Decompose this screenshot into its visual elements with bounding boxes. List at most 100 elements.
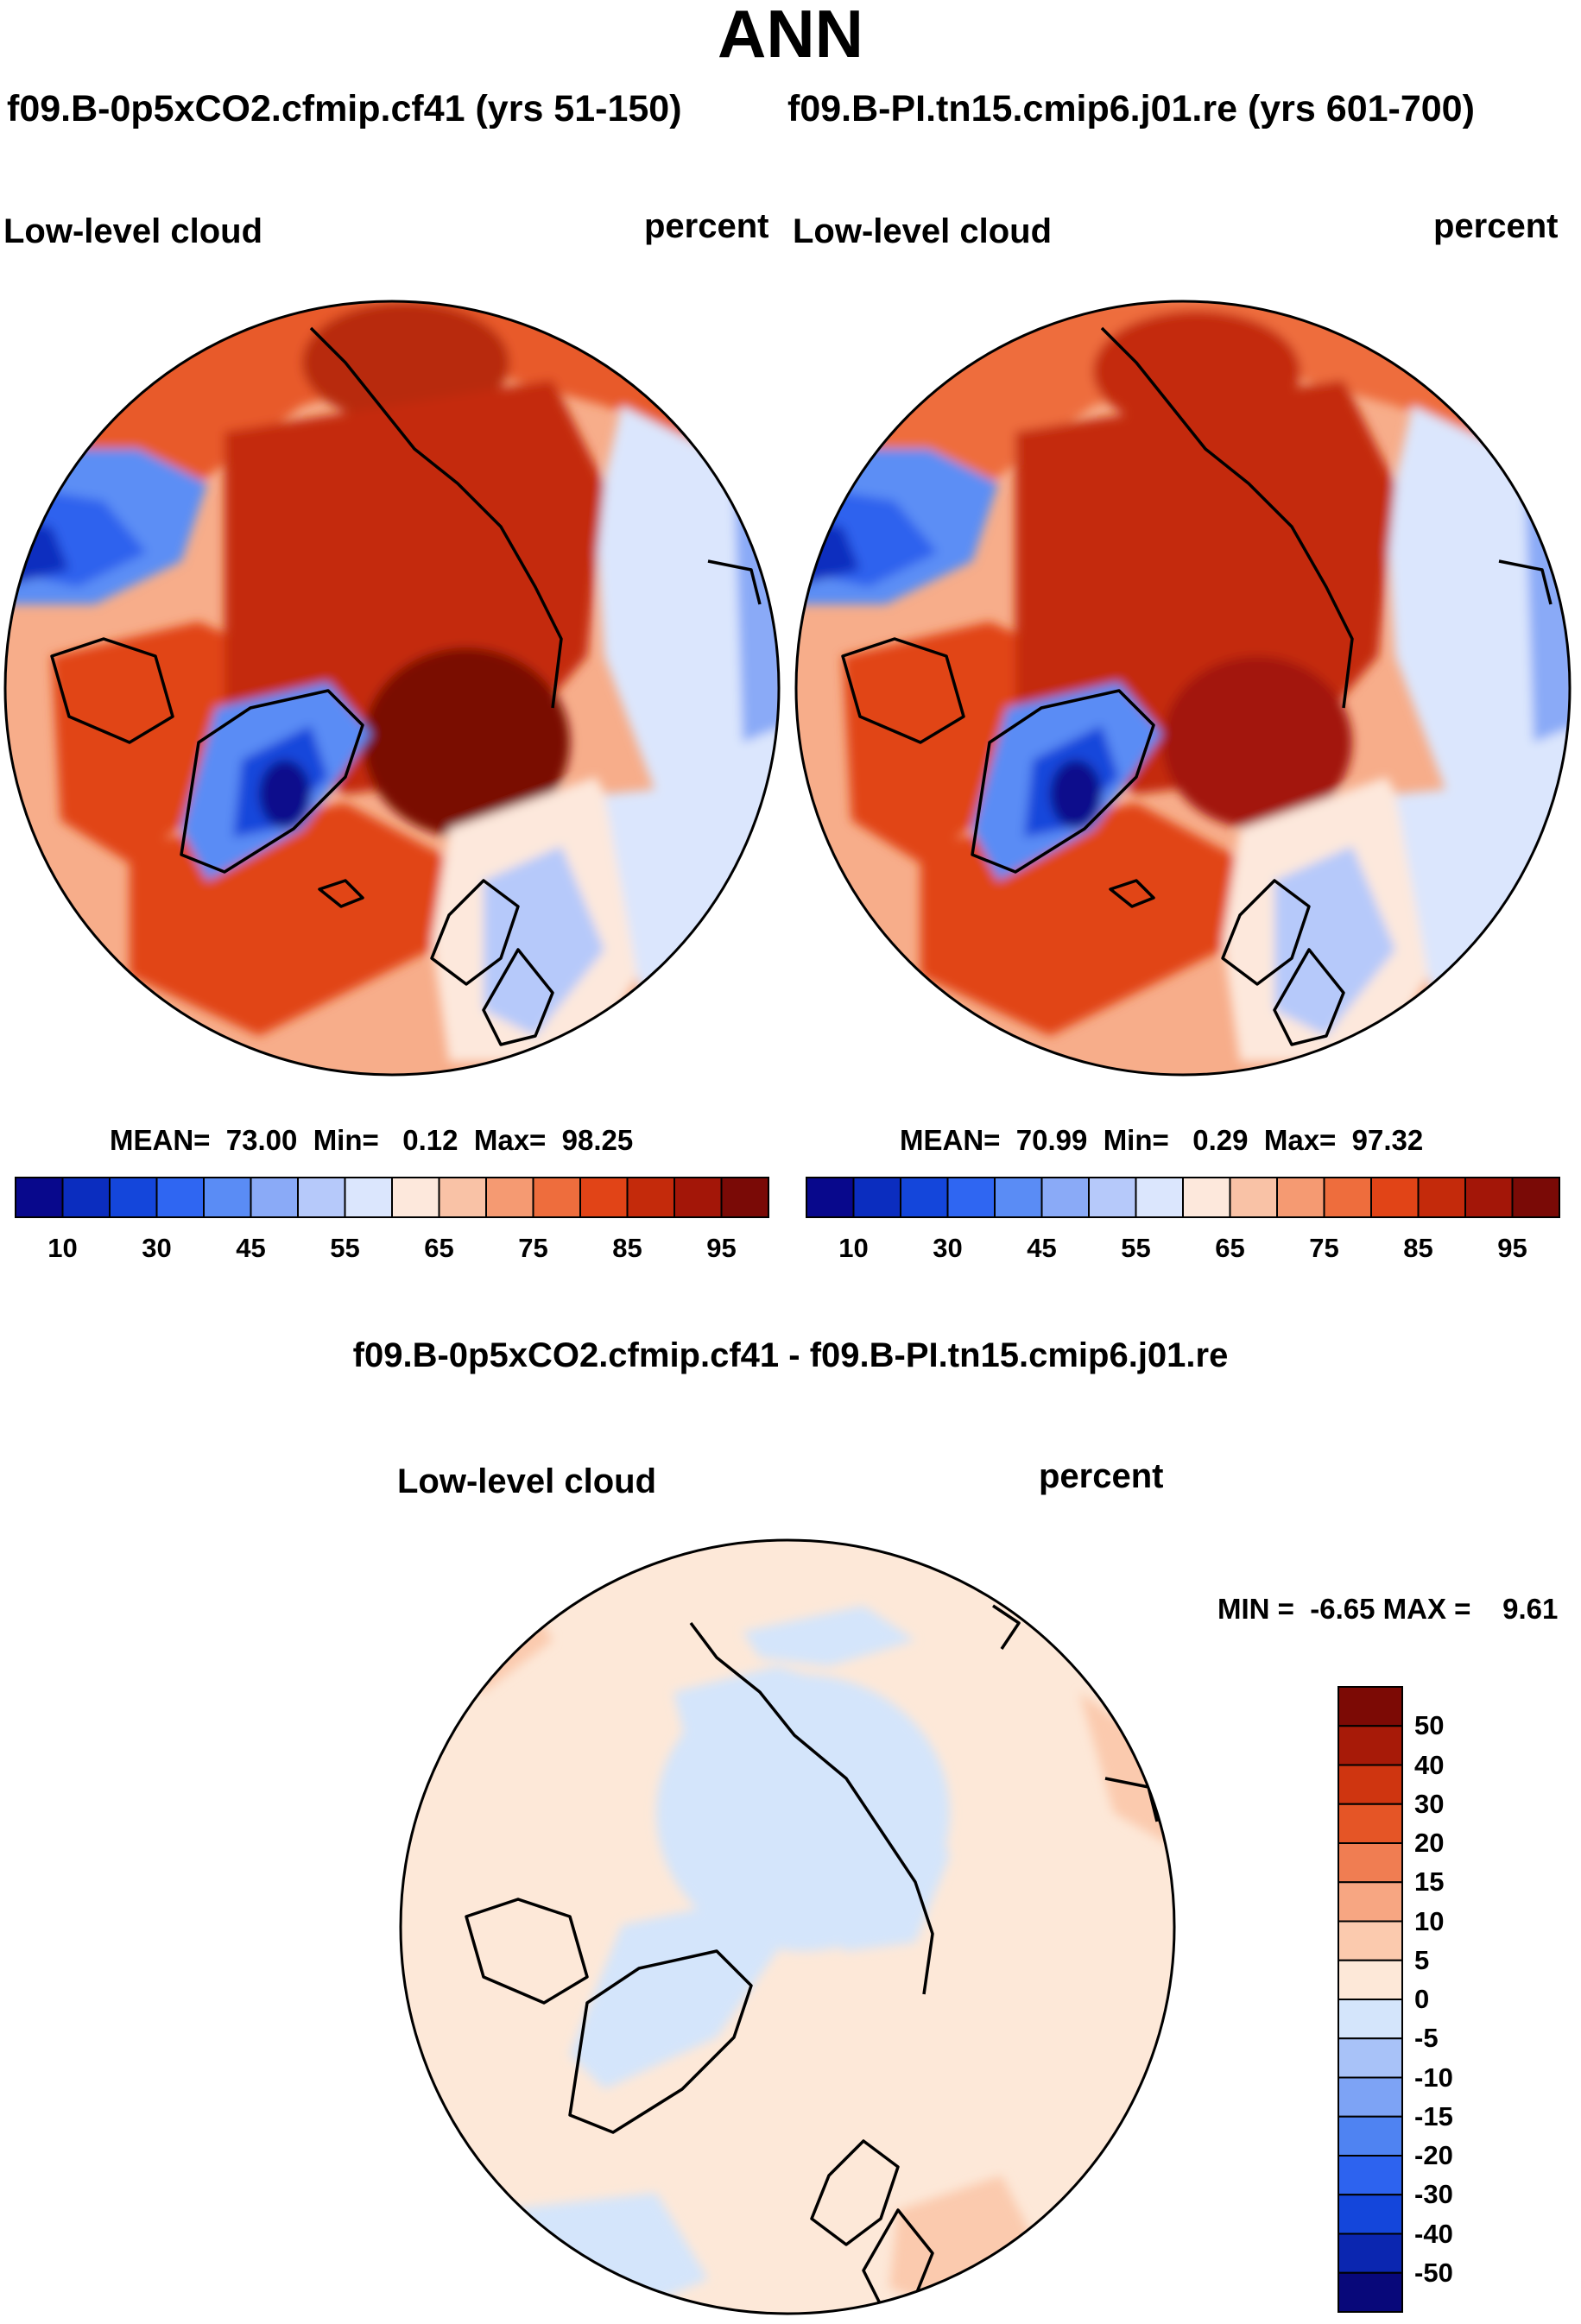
colorbar-swatch	[1182, 1177, 1231, 1218]
colorbar-swatch	[1135, 1177, 1184, 1218]
panel1-units-label: percent	[644, 207, 769, 245]
panel2-map	[796, 301, 1570, 1075]
colorbar-swatch	[15, 1177, 64, 1218]
colorbar-tick-label: 65	[1215, 1233, 1245, 1263]
panel2-colorbar	[806, 1177, 1560, 1218]
colorbar-tick-label: 75	[1309, 1233, 1339, 1263]
colorbar-tick-label: 30	[1414, 1788, 1445, 1819]
colorbar-tick-label: 10	[1414, 1905, 1445, 1936]
colorbar-tick-label: 55	[1121, 1233, 1151, 1263]
colorbar-swatch	[1040, 1177, 1090, 1218]
difference-variable-label: Low-level cloud	[397, 1462, 657, 1500]
difference-map-border	[399, 1538, 1176, 2315]
colorbar-swatch	[155, 1177, 205, 1218]
panel1-stats: MEAN= 73.00 Min= 0.12 Max= 98.25	[110, 1124, 634, 1156]
colorbar-tick-label: -50	[1414, 2257, 1453, 2288]
colorbar-swatch	[1338, 1686, 1403, 1727]
colorbar-tick-label: 45	[1027, 1233, 1057, 1263]
colorbar-tick-label: 5	[1414, 1944, 1430, 1975]
colorbar-swatch	[579, 1177, 629, 1218]
colorbar-tick-label: 0	[1414, 1984, 1430, 2014]
difference-stats: MIN = -6.65 MAX = 9.61	[1217, 1593, 1559, 1625]
difference-map	[401, 1540, 1174, 2314]
colorbar-tick-label: 10	[838, 1233, 869, 1263]
colorbar-tick-label: -5	[1414, 2023, 1439, 2054]
colorbar-tick-label: 95	[706, 1233, 737, 1263]
panel2-map-border	[794, 300, 1572, 1077]
colorbar-swatch	[532, 1177, 581, 1218]
colorbar-tick-label: 30	[933, 1233, 963, 1263]
colorbar-swatch	[1276, 1177, 1325, 1218]
difference-colorbar	[1338, 1686, 1403, 2313]
panel2-variable-label: Low-level cloud	[793, 212, 1053, 250]
colorbar-swatch	[946, 1177, 996, 1218]
panel1-colorbar	[15, 1177, 769, 1218]
colorbar-swatch	[1338, 2076, 1403, 2118]
colorbar-swatch	[1338, 1920, 1403, 1961]
colorbar-swatch	[1338, 2037, 1403, 2079]
colorbar-swatch	[61, 1177, 111, 1218]
colorbar-swatch	[852, 1177, 901, 1218]
colorbar-tick-label: 40	[1414, 1749, 1445, 1780]
colorbar-swatch	[1088, 1177, 1137, 1218]
panel2-stats: MEAN= 70.99 Min= 0.29 Max= 97.32	[900, 1124, 1424, 1156]
colorbar-swatch	[1511, 1177, 1560, 1218]
colorbar-tick-label: 65	[424, 1233, 454, 1263]
colorbar-swatch	[1338, 1803, 1403, 1844]
colorbar-swatch	[1338, 1881, 1403, 1923]
panel1-map-border	[3, 300, 781, 1077]
colorbar-swatch	[438, 1177, 487, 1218]
colorbar-swatch	[1338, 2271, 1403, 2313]
colorbar-tick-label: -40	[1414, 2218, 1453, 2249]
colorbar-swatch	[391, 1177, 440, 1218]
colorbar-swatch	[485, 1177, 534, 1218]
colorbar-swatch	[674, 1177, 723, 1218]
colorbar-tick-label: 85	[1403, 1233, 1433, 1263]
colorbar-tick-label: 10	[47, 1233, 78, 1263]
colorbar-tick-label: -30	[1414, 2179, 1453, 2210]
test-case-title: f09.B-0p5xCO2.cfmip.cf41 (yrs 51-150)	[7, 88, 682, 129]
colorbar-swatch	[1338, 1959, 1403, 2000]
colorbar-swatch	[1229, 1177, 1278, 1218]
panel1-map	[5, 301, 779, 1075]
colorbar-tick-label: 95	[1497, 1233, 1527, 1263]
colorbar-swatch	[1338, 1999, 1403, 2040]
colorbar-swatch	[1338, 1725, 1403, 1766]
colorbar-swatch	[1338, 2115, 1403, 2157]
colorbar-tick-label: 30	[142, 1233, 172, 1263]
colorbar-tick-label: 85	[612, 1233, 642, 1263]
colorbar-tick-label: -10	[1414, 2062, 1453, 2093]
colorbar-swatch	[1338, 1842, 1403, 1884]
colorbar-swatch	[1417, 1177, 1466, 1218]
colorbar-swatch	[1338, 1764, 1403, 1805]
colorbar-swatch	[203, 1177, 252, 1218]
colorbar-swatch	[250, 1177, 299, 1218]
colorbar-swatch	[1338, 2155, 1403, 2196]
colorbar-swatch	[344, 1177, 393, 1218]
colorbar-swatch	[1338, 2194, 1403, 2235]
colorbar-swatch	[1464, 1177, 1514, 1218]
colorbar-tick-label: 20	[1414, 1828, 1445, 1858]
colorbar-tick-label: 15	[1414, 1866, 1445, 1898]
colorbar-swatch	[109, 1177, 158, 1218]
colorbar-swatch	[994, 1177, 1043, 1218]
colorbar-tick-label: -15	[1414, 2100, 1453, 2131]
main-title: ANN	[718, 0, 863, 72]
panel2-units-label: percent	[1433, 207, 1559, 245]
colorbar-swatch	[720, 1177, 769, 1218]
colorbar-swatch	[297, 1177, 346, 1218]
colorbar-swatch	[900, 1177, 949, 1218]
difference-title: f09.B-0p5xCO2.cfmip.cf41 - f09.B-PI.tn15…	[352, 1336, 1229, 1374]
colorbar-tick-label: -20	[1414, 2140, 1453, 2170]
colorbar-tick-label: 45	[236, 1233, 266, 1263]
colorbar-tick-label: 75	[518, 1233, 548, 1263]
colorbar-swatch	[1370, 1177, 1420, 1218]
colorbar-swatch	[626, 1177, 675, 1218]
colorbar-swatch	[1323, 1177, 1372, 1218]
difference-units-label: percent	[1039, 1457, 1164, 1495]
colorbar-swatch	[806, 1177, 855, 1218]
colorbar-swatch	[1338, 2232, 1403, 2274]
panel1-variable-label: Low-level cloud	[3, 212, 263, 250]
control-case-title: f09.B-PI.tn15.cmip6.j01.re (yrs 601-700)	[787, 88, 1475, 129]
